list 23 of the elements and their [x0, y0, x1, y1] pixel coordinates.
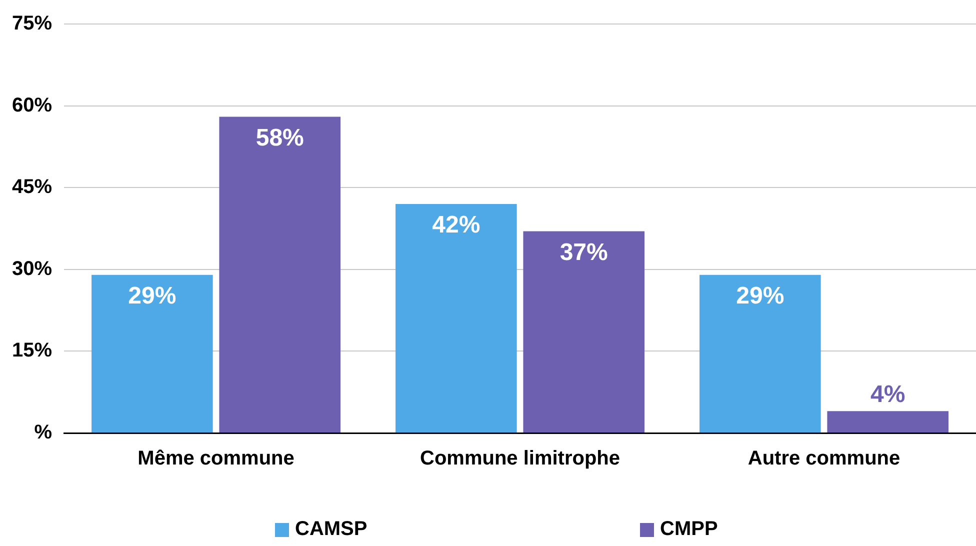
y-tick-label: 15% [12, 340, 52, 362]
data-label: 42% [432, 212, 480, 239]
x-tick-label: Même commune [138, 448, 294, 470]
y-tick-label: 30% [12, 258, 52, 280]
bar [219, 116, 341, 432]
y-tick-label: 45% [12, 176, 52, 198]
x-tick-label: Commune limitrophe [420, 448, 620, 470]
bar [92, 274, 213, 432]
data-label: 58% [256, 124, 304, 152]
bar [700, 274, 821, 432]
legend-label: CAMSP [295, 518, 368, 541]
data-label: 4% [870, 380, 906, 408]
data-label: 29% [128, 282, 176, 310]
bar [523, 231, 644, 432]
bar [827, 411, 948, 432]
y-tick-label: 75% [12, 12, 52, 35]
data-label: 37% [560, 238, 608, 266]
y-tick-label: % [34, 422, 52, 444]
data-label: 29% [736, 282, 784, 310]
x-tick-label: Autre commune [748, 448, 900, 470]
y-tick-label: 60% [12, 94, 52, 116]
bar [396, 204, 517, 432]
legend-label: CMPP [660, 518, 718, 541]
